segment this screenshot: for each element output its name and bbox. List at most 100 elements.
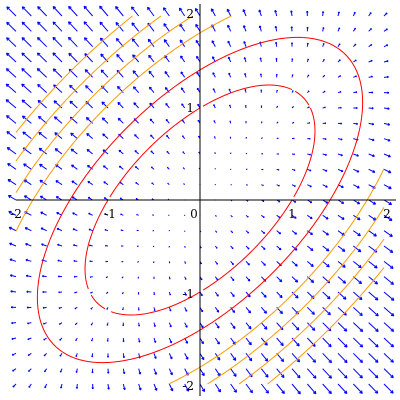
field-arrow [276,214,281,219]
field-arrow [21,6,32,17]
field-arrow [89,260,93,263]
field-arrow [85,85,94,94]
field-arrow [59,368,63,373]
field-arrow [71,196,78,201]
field-arrow [57,259,63,262]
field-arrow [121,260,124,263]
field-arrow [291,168,296,172]
field-arrow [245,230,250,234]
field-arrow [227,24,232,32]
field-arrow [275,41,278,47]
field-arrow [260,291,267,298]
field-arrow [243,41,247,47]
field-arrow [368,75,373,78]
field-arrow [337,337,348,348]
field-arrow [306,74,310,78]
field-arrow [353,122,359,125]
field-arrow [322,138,327,141]
field-arrow [306,26,309,32]
y-tick-label: 2 [186,7,194,21]
field-arrow [25,242,32,247]
field-arrow [182,151,186,155]
field-arrow [153,291,156,295]
field-arrow [27,352,32,356]
field-arrow [383,306,395,317]
field-arrow [99,5,109,17]
field-arrow [245,322,252,330]
field-arrow [199,368,205,377]
field-arrow [99,37,109,47]
x-tick-label: 0 [190,207,198,221]
field-arrow [168,322,172,328]
field-arrow [164,71,170,78]
field-arrow [57,243,63,247]
field-arrow [352,43,357,48]
field-arrow [165,118,170,124]
field-arrow [291,153,295,156]
field-arrow [290,26,293,32]
field-arrow [68,21,78,32]
field-arrow [23,179,32,186]
field-arrow [383,383,394,394]
field-arrow [38,131,47,140]
field-arrow [132,86,140,93]
contour-line [84,84,316,316]
y-tick-label: -2 [182,379,194,393]
field-arrow [383,352,394,363]
field-arrow [122,307,124,311]
field-arrow [75,383,79,389]
x-tick-label: -2 [10,207,22,221]
field-arrow [149,102,155,109]
field-arrow [214,337,220,345]
field-arrow [260,245,266,250]
field-arrow [244,105,247,109]
field-arrow [290,10,293,17]
field-arrow [150,166,155,170]
field-arrow [132,70,140,78]
field-arrow [107,383,110,390]
field-arrow [368,122,375,126]
field-arrow [383,60,389,63]
field-arrow [337,90,342,94]
field-arrow [53,84,63,94]
field-arrow [149,118,155,124]
field-arrow [83,21,94,32]
field-arrow [214,214,217,217]
field-arrow [337,106,342,109]
field-arrow [150,150,155,155]
field-arrow [307,168,312,172]
field-arrow [184,291,187,296]
field-arrow [153,383,158,391]
field-arrow [73,259,78,262]
field-arrow [337,368,348,379]
field-arrow [214,152,216,155]
field-arrow [276,353,285,363]
field-arrow [105,260,109,263]
field-arrow [183,183,186,186]
field-arrow [37,115,47,124]
field-arrow [53,100,63,109]
field-arrow [214,383,222,393]
field-arrow [8,226,17,232]
field-arrow [214,245,218,249]
field-arrow [337,27,341,32]
field-arrow [58,291,63,294]
field-arrow [52,36,63,48]
field-arrow [6,115,17,124]
field-arrow [68,5,78,17]
field-arrow [106,337,109,342]
field-arrow [230,353,237,361]
field-arrow [210,8,216,17]
field-arrow [12,368,17,372]
field-arrow [52,21,63,32]
field-arrow [368,28,372,32]
field-arrow [337,306,347,316]
field-arrow [306,368,317,379]
field-arrow [181,103,186,109]
field-arrow [22,131,32,140]
field-arrow [322,306,331,316]
field-arrow [121,245,124,247]
field-arrow [89,244,93,247]
field-arrow [261,214,265,218]
field-arrow [72,212,78,216]
